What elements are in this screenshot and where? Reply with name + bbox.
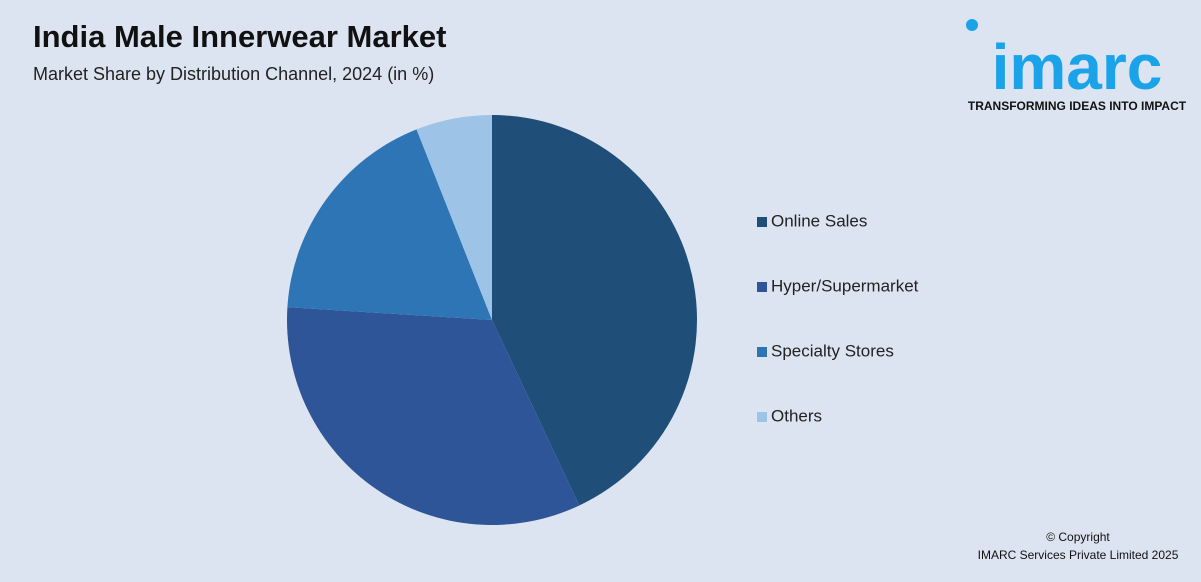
legend-label: Others xyxy=(771,406,822,425)
legend-label: Online Sales xyxy=(771,211,867,230)
legend-swatch xyxy=(757,412,767,422)
pie-slice xyxy=(287,129,492,320)
legend-swatch xyxy=(757,217,767,227)
chart-subtitle: Market Share by Distribution Channel, 20… xyxy=(33,64,434,84)
legend-label: Hyper/Supermarket xyxy=(771,276,919,295)
logo-name: imarc xyxy=(992,31,1163,103)
legend-swatch xyxy=(757,282,767,292)
pie-slice xyxy=(416,115,492,320)
copyright: © Copyright xyxy=(1046,530,1110,544)
legend-label: Specialty Stores xyxy=(771,341,894,360)
chart-title: India Male Innerwear Market xyxy=(33,19,446,54)
copyright: IMARC Services Private Limited 2025 xyxy=(978,548,1179,562)
logo-dot xyxy=(966,19,978,31)
pie-slice xyxy=(287,307,580,525)
legend-swatch xyxy=(757,347,767,357)
pie-slice xyxy=(492,115,698,506)
logo-tagline: TRANSFORMING IDEAS INTO IMPACT xyxy=(968,99,1187,113)
